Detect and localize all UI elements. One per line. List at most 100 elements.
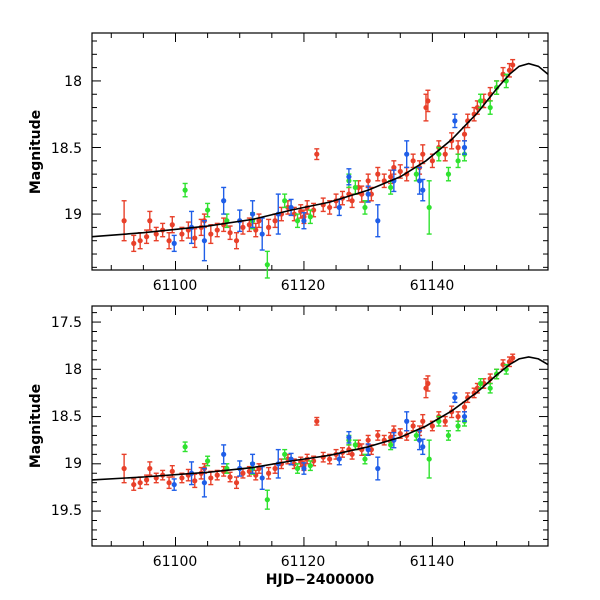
- red-data-point: [227, 225, 233, 241]
- green-data-point: [426, 439, 432, 479]
- red-data-point: [253, 469, 259, 481]
- bottom-panel: 61100 61120 61140 17.5 18 18.5 19 19.5 M…: [28, 305, 549, 588]
- red-marker: [131, 240, 137, 246]
- red-marker: [314, 151, 320, 157]
- red-data-point: [208, 224, 214, 245]
- blue-marker: [416, 437, 423, 443]
- green-data-point: [282, 193, 288, 209]
- red-marker: [410, 158, 416, 164]
- red-data-point: [455, 411, 461, 422]
- red-data-point: [471, 387, 477, 399]
- red-marker: [500, 71, 506, 77]
- red-marker: [131, 481, 137, 488]
- top-xtick-label-61140: 61140: [410, 278, 455, 294]
- top-plot-frame: [91, 32, 549, 271]
- bottom-xtick-label-61120: 61120: [281, 554, 326, 570]
- green-data-point: [436, 146, 442, 162]
- red-marker: [327, 456, 333, 462]
- red-data-point: [314, 416, 320, 426]
- blue-marker: [375, 218, 381, 224]
- blue-data-point: [346, 430, 352, 444]
- red-marker: [214, 472, 220, 478]
- red-data-point: [253, 222, 259, 238]
- green-data-point: [182, 182, 188, 198]
- red-marker: [192, 235, 198, 241]
- red-marker: [166, 238, 172, 244]
- red-marker: [349, 198, 355, 204]
- green-marker: [487, 104, 493, 111]
- red-data-point: [131, 234, 137, 253]
- red-marker: [461, 131, 468, 137]
- red-marker: [147, 218, 153, 224]
- red-marker: [365, 437, 371, 443]
- bottom-ytick-label-17-5: 17.5: [51, 315, 82, 331]
- red-marker: [474, 104, 480, 111]
- green-marker: [307, 463, 313, 469]
- green-data-point: [455, 420, 461, 432]
- green-marker: [282, 198, 288, 204]
- green-data-point: [455, 153, 461, 169]
- green-marker: [445, 432, 452, 439]
- red-data-point: [185, 221, 191, 239]
- red-marker: [272, 465, 278, 472]
- green-marker: [294, 465, 301, 472]
- top-ytick-label-18: 18: [64, 74, 82, 90]
- red-data-point: [153, 472, 159, 484]
- top-model-curve: [91, 62, 549, 238]
- red-marker: [246, 222, 252, 228]
- green-marker: [282, 451, 288, 457]
- red-marker: [169, 222, 175, 228]
- blue-marker: [336, 456, 342, 462]
- blue-marker: [221, 451, 227, 457]
- red-marker: [266, 470, 272, 476]
- blue-data-point: [461, 140, 468, 155]
- green-marker: [426, 204, 432, 211]
- blue-marker: [301, 465, 307, 472]
- bottom-ylabel: Magnitude: [28, 384, 44, 468]
- red-marker: [506, 67, 513, 73]
- green-data-point: [477, 378, 484, 389]
- blue-marker: [259, 475, 265, 481]
- red-marker: [449, 138, 455, 144]
- red-data-point: [375, 166, 381, 182]
- blue-marker: [201, 238, 207, 244]
- red-data-point: [227, 471, 233, 483]
- bottom-ytick-label-19-5: 19.5: [51, 503, 82, 519]
- blue-marker: [420, 444, 426, 450]
- blue-data-point: [288, 198, 294, 217]
- blue-data-point: [201, 220, 207, 262]
- blue-data-point: [365, 185, 371, 203]
- red-marker: [227, 230, 233, 236]
- green-data-point: [264, 250, 270, 279]
- red-marker: [510, 62, 516, 68]
- red-marker: [143, 234, 150, 240]
- red-data-point: [179, 226, 185, 242]
- red-data-point: [166, 232, 172, 250]
- green-data-point: [307, 460, 313, 472]
- red-marker: [365, 178, 371, 184]
- red-data-point: [410, 153, 416, 169]
- green-data-point: [445, 430, 452, 441]
- blue-marker: [404, 418, 410, 424]
- blue-marker: [201, 480, 207, 486]
- blue-marker: [365, 191, 371, 197]
- red-marker: [179, 231, 185, 237]
- red-data-point: [425, 89, 431, 113]
- green-marker: [455, 423, 461, 429]
- green-marker: [477, 380, 484, 387]
- red-data-point: [442, 146, 448, 162]
- red-data-point: [192, 473, 198, 489]
- green-marker: [264, 497, 270, 503]
- green-marker: [182, 187, 188, 193]
- blue-marker: [288, 204, 294, 211]
- red-data-point: [381, 173, 387, 189]
- red-data-point: [420, 144, 426, 165]
- blue-data-point: [249, 200, 256, 229]
- red-marker: [256, 218, 262, 224]
- red-data-point: [256, 213, 262, 229]
- red-data-point: [465, 113, 471, 129]
- blue-marker: [171, 481, 177, 488]
- red-data-point: [449, 132, 455, 150]
- red-marker: [429, 423, 435, 429]
- blue-data-point: [461, 411, 468, 422]
